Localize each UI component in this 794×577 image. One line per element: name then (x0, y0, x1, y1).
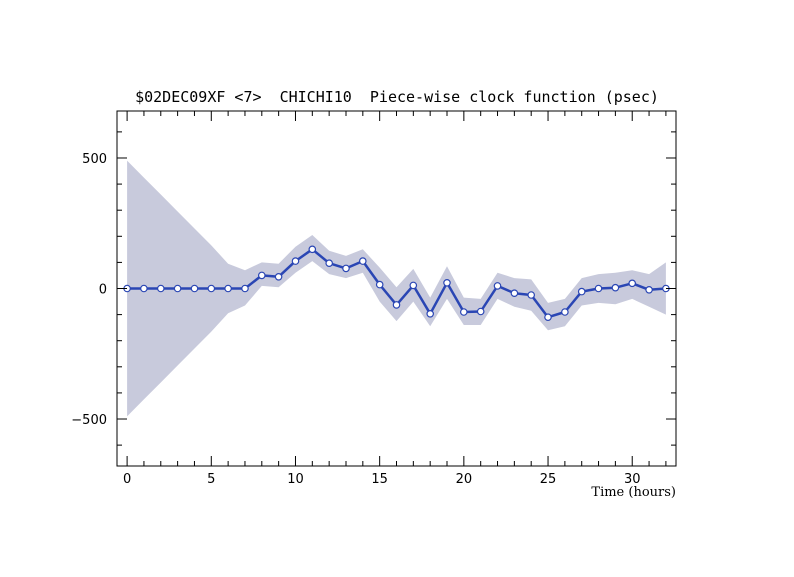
tick-labels: 0 5 10 15 20 25 30 −500 0 500 (71, 152, 640, 487)
x-tick-label: 0 (123, 472, 131, 487)
data-point (392, 301, 401, 309)
data-point (291, 257, 300, 265)
data-point (190, 284, 199, 293)
uncertainty-band-layer (127, 160, 666, 417)
data-point (645, 285, 653, 294)
data-point (173, 284, 182, 293)
data-point (493, 282, 502, 290)
data-point (375, 280, 384, 289)
x-tick-label: 15 (371, 472, 388, 487)
chart-title: $02DEC09XF <7> CHICHI10 Piece-wise clock… (135, 88, 659, 106)
y-tick-label: 500 (82, 152, 107, 167)
data-point (510, 289, 519, 298)
data-point (561, 308, 569, 316)
data-point (577, 287, 586, 296)
y-tick-label: −500 (71, 413, 107, 428)
data-point (409, 281, 418, 290)
y-tick-label: 0 (99, 283, 107, 298)
data-point (207, 284, 216, 293)
data-point-layer (123, 245, 670, 322)
data-point (459, 308, 468, 316)
data-point (157, 284, 165, 293)
x-axis-title: Time (hours) (591, 485, 676, 500)
data-point (527, 291, 536, 299)
data-point (544, 313, 552, 322)
data-point (224, 284, 232, 293)
x-tick-label: 20 (456, 472, 473, 487)
data-point (342, 264, 350, 273)
x-tick-label: 25 (540, 472, 557, 487)
data-point (426, 309, 435, 318)
x-tick-label: 5 (207, 472, 215, 487)
data-point (476, 307, 485, 316)
data-point (443, 278, 451, 287)
x-tick-label: 10 (287, 472, 304, 487)
data-point (628, 279, 637, 288)
axis-ticks (117, 111, 676, 466)
data-point (241, 284, 249, 293)
x-tick-label: 30 (624, 472, 641, 487)
data-point (358, 257, 367, 265)
data-point (325, 259, 334, 268)
data-point (611, 283, 620, 292)
data-point (140, 284, 148, 293)
data-point (308, 245, 317, 254)
uncertainty-band (127, 160, 666, 417)
data-point (257, 271, 266, 280)
data-point (274, 272, 283, 281)
data-point (594, 284, 603, 293)
